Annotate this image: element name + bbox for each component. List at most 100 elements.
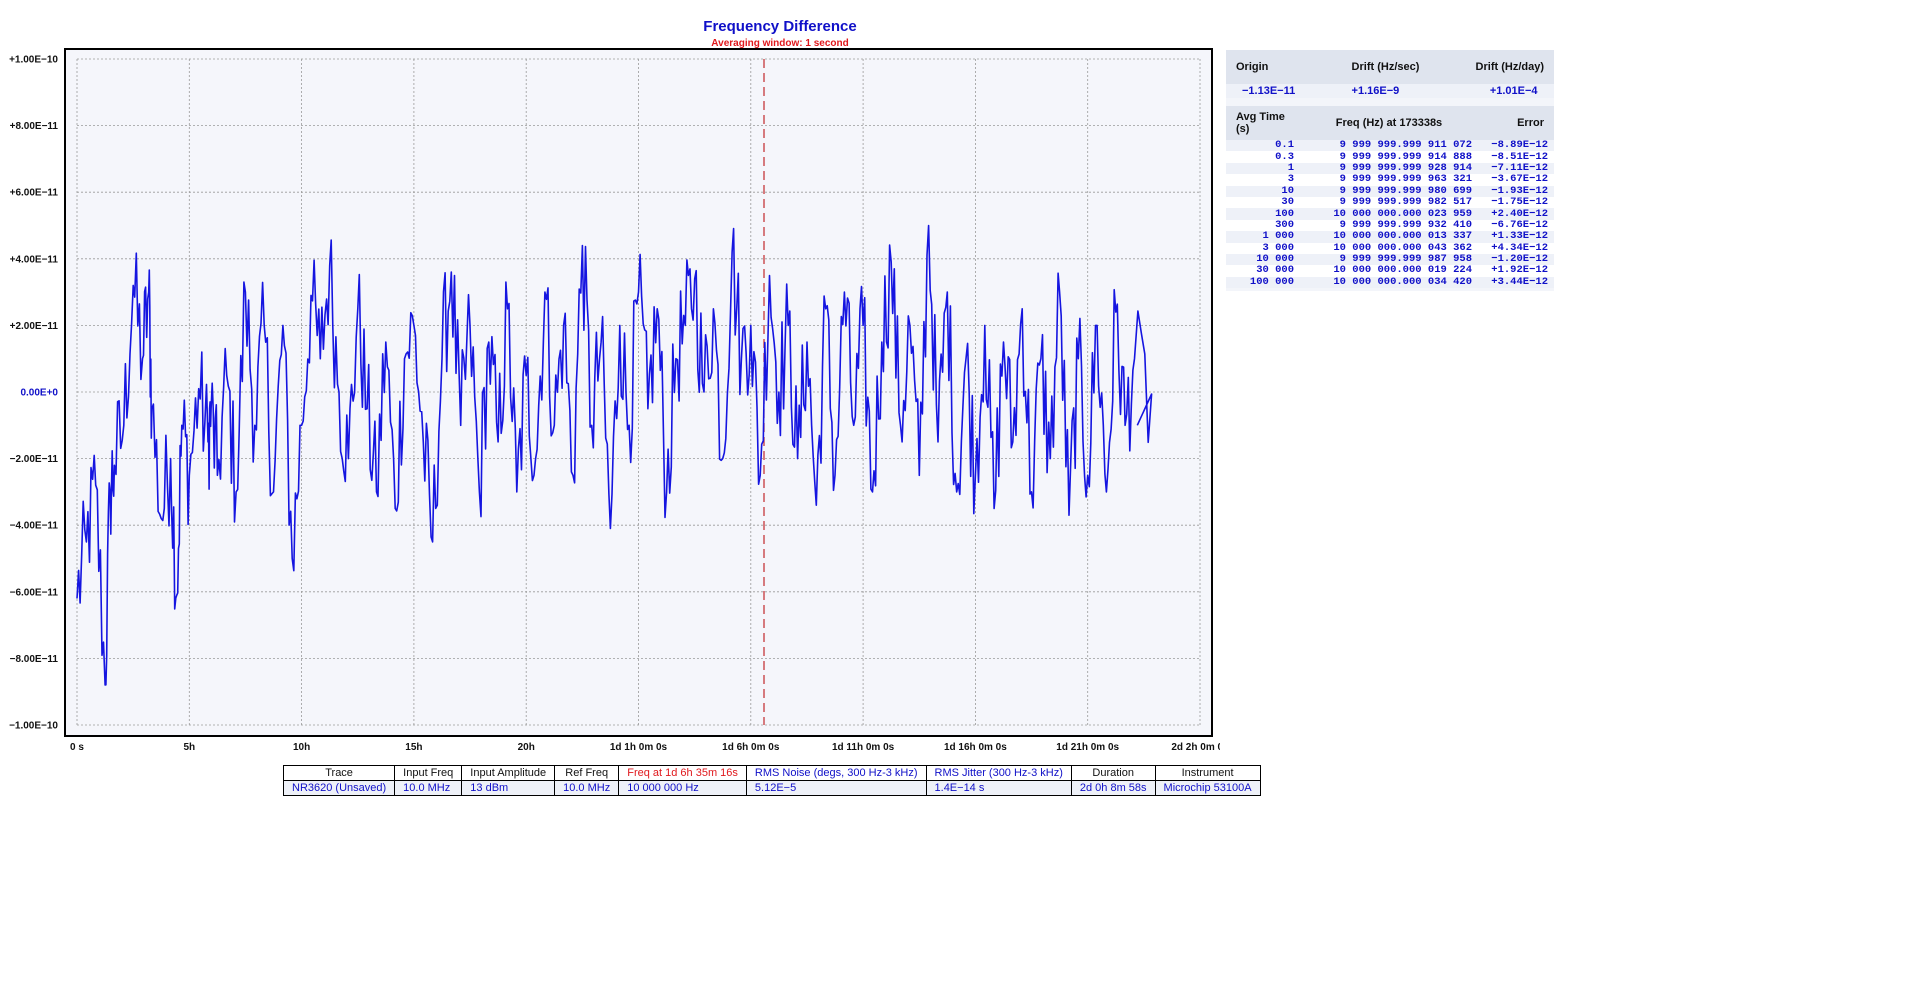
x-tick-label: 10h [293,742,310,753]
avg-freq-cell: 10 000 000.000 019 224 [1300,265,1478,277]
avg-time-cell: 100 [1226,208,1300,220]
avg-error-cell: −7.11E−12 [1478,162,1554,175]
x-tick-label: 1d 1h 0m 0s [610,742,668,753]
avg-error-cell: −3.67E−12 [1478,174,1554,186]
avg-table-row: 30 000 10 000 000.000 019 224 +1.92E−12 [1226,265,1554,277]
y-tick-label: −2.00E−11 [10,454,59,465]
rms-noise-header: RMS Noise (degs, 300 Hz-3 kHz) [745,765,927,781]
avg-time-header: Avg Time (s) [1226,106,1300,140]
avg-freq-cell: 10 000 000.000 043 362 [1300,242,1478,254]
avg-freq-cell: 9 999 999.999 932 410 [1300,219,1478,232]
avg-table-row: 0.3 9 999 999.999 914 888 −8.51E−12 [1226,151,1554,163]
drift-table: Origin Drift (Hz/sec) Drift (Hz/day) −1.… [1226,50,1554,98]
drift-hz-sec-value: +1.16E−9 [1311,84,1430,98]
avg-time-cell: 1 [1226,162,1300,175]
ref-freq-value: 10.0 MHz [554,780,620,796]
input-freq-value: 10.0 MHz [394,780,463,796]
input-amplitude-header: Input Amplitude [461,765,556,781]
avg-error-cell: −8.51E−12 [1478,151,1554,163]
duration-header: Duration [1070,765,1156,781]
x-tick-label: 15h [405,742,422,753]
avg-freq-cell: 9 999 999.999 928 914 [1300,162,1478,175]
avg-error-cell: −1.20E−12 [1478,253,1554,266]
y-tick-label: 0.00E+0 [20,388,58,399]
avg-error-cell: +3.44E−12 [1478,276,1554,289]
chart-title: Frequency Difference [703,18,857,35]
avg-table-row: 10 000 9 999 999.999 987 958 −1.20E−12 [1226,253,1554,266]
avg-table-row: 1 000 10 000 000.000 013 337 +1.33E−12 [1226,231,1554,243]
avg-table-row: 1 9 999 999.999 928 914 −7.11E−12 [1226,162,1554,175]
avg-freq-cell: 10 000 000.000 013 337 [1300,231,1478,243]
rms-jitter-header: RMS Jitter (300 Hz-3 kHz) [925,765,1072,781]
avg-error-cell: −1.93E−12 [1478,185,1554,197]
rms-noise-value: 5.12E−5 [745,780,927,796]
y-tick-label: +6.00E−11 [10,188,59,199]
avg-freq-cell: 9 999 999.999 987 958 [1300,253,1478,266]
x-tick-label: 1d 16h 0m 0s [944,742,1007,753]
avg-time-cell: 10 000 [1226,253,1300,266]
trace-header: Trace [282,765,396,781]
trace-info-table: Trace Input Freq Input Amplitude Ref Fre… [282,765,1261,796]
avg-table-row: 30 9 999 999.999 982 517 −1.75E−12 [1226,196,1554,209]
avg-error-cell: +1.33E−12 [1478,231,1554,243]
y-tick-label: +1.00E−10 [9,55,58,66]
x-tick-label: 0 s [70,742,84,753]
avg-freq-header: Freq (Hz) at 173338s [1300,106,1478,140]
avg-table-row: 100 10 000 000.000 023 959 +2.40E−12 [1226,208,1554,220]
y-tick-label: +4.00E−11 [10,254,59,265]
avg-freq-cell: 10 000 000.000 023 959 [1300,208,1478,220]
avg-time-cell: 3 000 [1226,242,1300,254]
avg-error-cell: −1.75E−12 [1478,196,1554,209]
freq-at-cursor-header: Freq at 1d 6h 35m 16s [618,765,747,781]
y-tick-label: +2.00E−11 [10,321,59,332]
avg-time-cell: 0.1 [1226,139,1300,152]
avg-freq-cell: 9 999 999.999 963 321 [1300,174,1478,186]
x-tick-label: 1d 11h 0m 0s [832,742,895,753]
avg-error-cell: −6.76E−12 [1478,219,1554,232]
y-tick-label: −6.00E−11 [10,587,59,598]
avg-freq-cell: 9 999 999.999 980 699 [1300,185,1478,197]
grid-lines [76,58,1201,726]
trace-value[interactable]: NR3620 (Unsaved) [282,780,396,796]
freq-at-cursor-value: 10 000 000 Hz [618,780,747,796]
y-tick-label: +8.00E−11 [10,121,59,132]
avg-time-cell: 30 [1226,196,1300,209]
instrument-value: Microchip 53100A [1154,780,1261,796]
chart-subtitle: Averaging window: 1 second [711,38,849,49]
instrument-header: Instrument [1154,765,1261,781]
y-tick-label: −8.00E−11 [10,654,59,665]
avg-table-row: 10 9 999 999.999 980 699 −1.93E−12 [1226,185,1554,197]
drift-hz-day-value: +1.01E−4 [1429,84,1554,98]
averaging-table: Avg Time (s) Freq (Hz) at 173338s Error … [1226,106,1554,289]
frequency-difference-chart: +1.00E−10 +8.00E−11 +6.00E−11 +4.00E−11 +2.0… [9,48,1220,753]
x-tick-label: 5h [183,742,195,753]
avg-table-row: 100 000 10 000 000.000 034 420 +3.44E−12 [1226,276,1554,289]
input-freq-header: Input Freq [394,765,463,781]
avg-freq-cell: 9 999 999.999 982 517 [1300,196,1478,209]
averaging-table-body: 0.1 9 999 999.999 911 072 −8.89E−12 0.3 9 … [1226,139,1554,289]
duration-value: 2d 0h 8m 58s [1070,780,1156,796]
avg-error-cell: −8.89E−12 [1478,139,1554,152]
x-tick-label: 1d 6h 0m 0s [722,742,780,753]
avg-error-cell: +2.40E−12 [1478,208,1554,220]
drift-hz-day-header: Drift (Hz/day) [1429,50,1554,84]
avg-time-cell: 30 000 [1226,265,1300,277]
x-axis-ticks: 0 s 5h 10h 15h 20h 1d 1h 0m 0s 1d 6h 0m 0s 1d 1… [70,742,1220,753]
avg-time-cell: 0.3 [1226,151,1300,163]
rms-jitter-value: 1.4E−14 s [925,780,1072,796]
avg-freq-cell: 10 000 000.000 034 420 [1300,276,1478,289]
y-axis-ticks: +1.00E−10 +8.00E−11 +6.00E−11 +4.00E−11 +2.0… [9,55,58,732]
avg-freq-cell: 9 999 999.999 911 072 [1300,139,1478,152]
avg-time-cell: 300 [1226,219,1300,232]
avg-time-cell: 100 000 [1226,276,1300,289]
frequency-difference-series [76,224,1153,686]
avg-time-cell: 10 [1226,185,1300,197]
drift-hz-sec-header: Drift (Hz/sec) [1311,50,1430,84]
avg-freq-cell: 9 999 999.999 914 888 [1300,151,1478,163]
y-tick-label: −1.00E−10 [9,721,58,732]
avg-table-row: 300 9 999 999.999 932 410 −6.76E−12 [1226,219,1554,232]
avg-error-cell: +1.92E−12 [1478,265,1554,277]
avg-table-row: 3 000 10 000 000.000 043 362 +4.34E−12 [1226,242,1554,254]
y-tick-label: −4.00E−11 [10,521,59,532]
drift-origin-header: Origin [1226,50,1312,84]
